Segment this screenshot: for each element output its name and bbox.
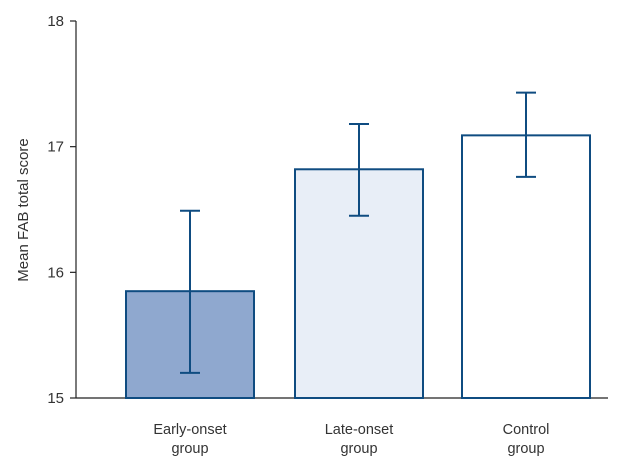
y-tick-label: 15 [47,390,64,407]
y-tick-label: 17 [47,139,64,156]
y-tick-label: 16 [47,264,64,281]
x-category-label: Early-onset [153,422,226,438]
chart-marks: 15 16 17 18 Early-onset group Late-onset group C… [47,13,608,457]
x-category-label: Late-onset [325,422,394,438]
y-tick-label: 18 [47,13,64,30]
x-category-label: Control [503,422,550,438]
x-category-label: group [507,441,544,457]
y-axis-title: Mean FAB total score [15,138,32,281]
x-category-label: group [340,441,377,457]
x-category-label: group [171,441,208,457]
